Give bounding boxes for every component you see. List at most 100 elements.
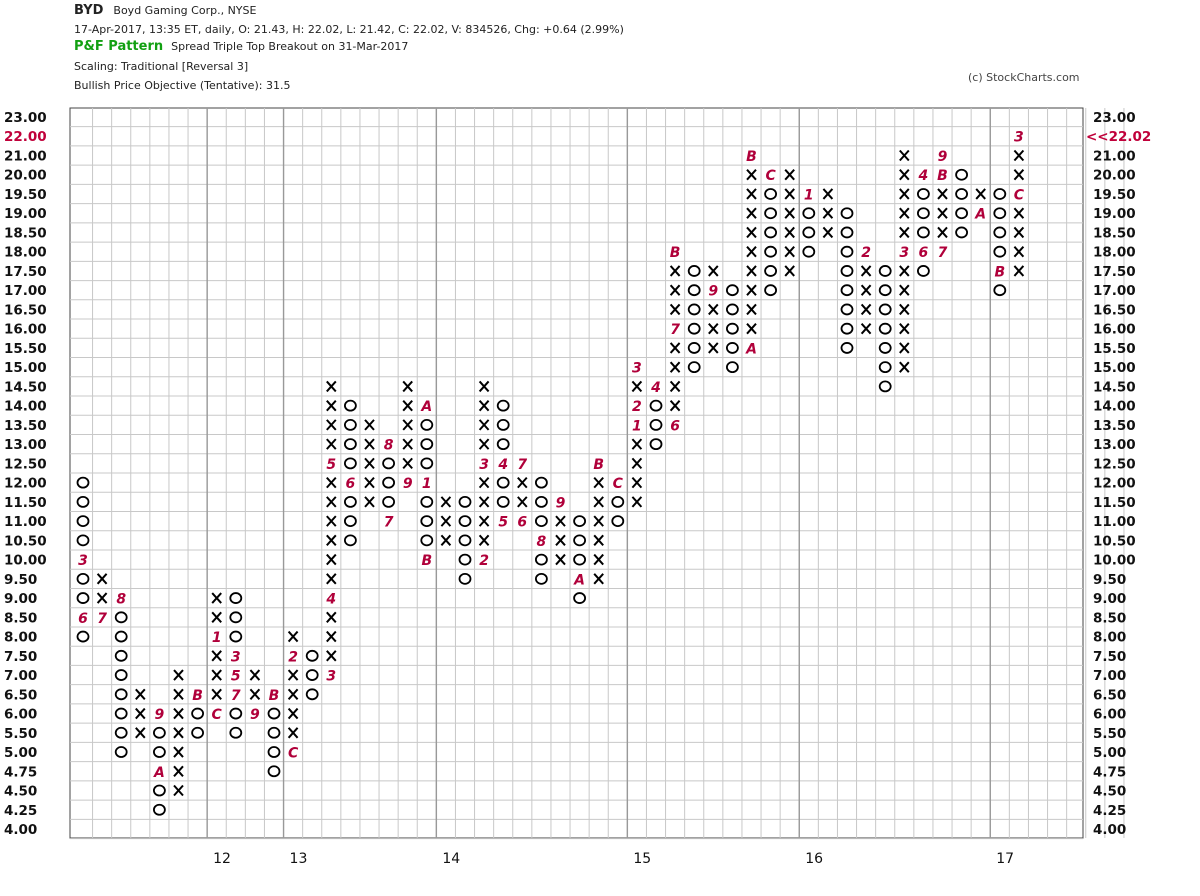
- x-box: [173, 669, 184, 681]
- x-box: [364, 457, 375, 470]
- y-tick-label-left: 8.00: [4, 630, 37, 646]
- x-box: [669, 380, 681, 393]
- y-tick-label-left: 22.00: [4, 129, 47, 145]
- y-tick-label-right: 13.50: [1093, 418, 1136, 434]
- month-marker: 6: [346, 476, 356, 492]
- o-box: [687, 303, 701, 316]
- y-tick-label-right: 23.00: [1093, 110, 1136, 126]
- x-box: [1013, 246, 1025, 258]
- y-tick-label-left: 17.50: [4, 264, 47, 280]
- x-box: [211, 592, 222, 604]
- x-box: [746, 169, 757, 181]
- y-tick-label-right: 7.00: [1093, 668, 1126, 684]
- x-box: [326, 515, 337, 527]
- o-box: [955, 207, 968, 220]
- x-box: [326, 419, 337, 431]
- x-tick-label: 16: [805, 851, 823, 867]
- o-box: [496, 418, 510, 431]
- x-box: [173, 707, 184, 720]
- x-box: [173, 765, 184, 777]
- x-box: [746, 323, 757, 335]
- x-box: [211, 611, 222, 623]
- o-box: [343, 515, 357, 528]
- o-box: [382, 457, 396, 470]
- o-box: [152, 746, 166, 758]
- o-box: [229, 707, 243, 720]
- y-tick-label-right: 10.00: [1093, 553, 1136, 569]
- x-box: [478, 399, 490, 412]
- x-box: [937, 207, 948, 219]
- o-box: [114, 630, 128, 643]
- o-box: [114, 669, 128, 681]
- o-box: [764, 226, 777, 239]
- x-box: [96, 573, 108, 585]
- x-box: [899, 149, 910, 162]
- x-box: [593, 553, 604, 566]
- x-box: [746, 303, 757, 316]
- y-tick-label-left: 13.50: [4, 418, 47, 434]
- x-box: [899, 169, 910, 181]
- o-box: [191, 726, 205, 739]
- x-box: [631, 438, 643, 450]
- x-box: [899, 226, 910, 239]
- x-box: [593, 534, 604, 547]
- x-box: [326, 553, 337, 566]
- o-box: [76, 534, 90, 547]
- x-box: [173, 784, 184, 797]
- x-box: [249, 669, 261, 681]
- o-box: [802, 245, 816, 258]
- y-tick-label-left: 9.00: [4, 591, 37, 607]
- o-box: [229, 726, 243, 739]
- x-box: [669, 284, 681, 296]
- x-box: [784, 169, 795, 181]
- x-box: [1013, 207, 1025, 219]
- o-box: [458, 572, 472, 585]
- month-marker: 9: [556, 495, 566, 511]
- month-marker: 5: [326, 457, 336, 473]
- o-box: [649, 438, 663, 451]
- y-tick-label-right: 11.50: [1093, 495, 1136, 511]
- x-box: [784, 207, 795, 219]
- x-box: [440, 534, 452, 547]
- o-box: [305, 649, 319, 662]
- x-box: [326, 380, 337, 393]
- x-box: [631, 476, 643, 489]
- month-marker: 9: [403, 476, 413, 492]
- o-box: [573, 553, 586, 566]
- x-box: [287, 669, 299, 681]
- x-box: [708, 303, 719, 316]
- x-box: [1013, 226, 1025, 239]
- o-box: [152, 784, 166, 797]
- o-box: [840, 207, 854, 220]
- o-box: [878, 265, 892, 277]
- y-tick-label-left: 17.00: [4, 283, 47, 299]
- exchange: NYSE: [227, 4, 257, 17]
- x-box: [287, 707, 299, 720]
- x-tick-label: 12: [213, 851, 231, 867]
- month-marker: 2: [479, 553, 489, 569]
- o-box: [993, 245, 1007, 258]
- x-tick-label: 15: [633, 851, 651, 867]
- o-box: [726, 342, 739, 354]
- month-marker: C: [613, 476, 624, 492]
- x-box: [364, 476, 375, 489]
- month-marker: 2: [632, 399, 642, 415]
- month-marker: 3: [1014, 130, 1024, 146]
- x-box: [746, 284, 757, 296]
- o-box: [76, 572, 90, 585]
- y-tick-label-left: 10.50: [4, 533, 47, 549]
- month-marker: 6: [670, 418, 680, 434]
- x-box: [402, 438, 413, 450]
- y-tick-label-left: 16.50: [4, 302, 47, 318]
- y-tick-label-left: 5.50: [4, 726, 37, 742]
- o-box: [114, 611, 128, 624]
- y-tick-label-right: 5.00: [1093, 745, 1126, 761]
- x-box: [478, 534, 490, 547]
- o-box: [649, 418, 663, 431]
- y-tick-label-left: 12.00: [4, 476, 47, 492]
- o-box: [535, 572, 548, 585]
- o-box: [687, 322, 701, 335]
- y-tick-label-left: 6.00: [4, 707, 37, 723]
- x-box: [364, 438, 375, 450]
